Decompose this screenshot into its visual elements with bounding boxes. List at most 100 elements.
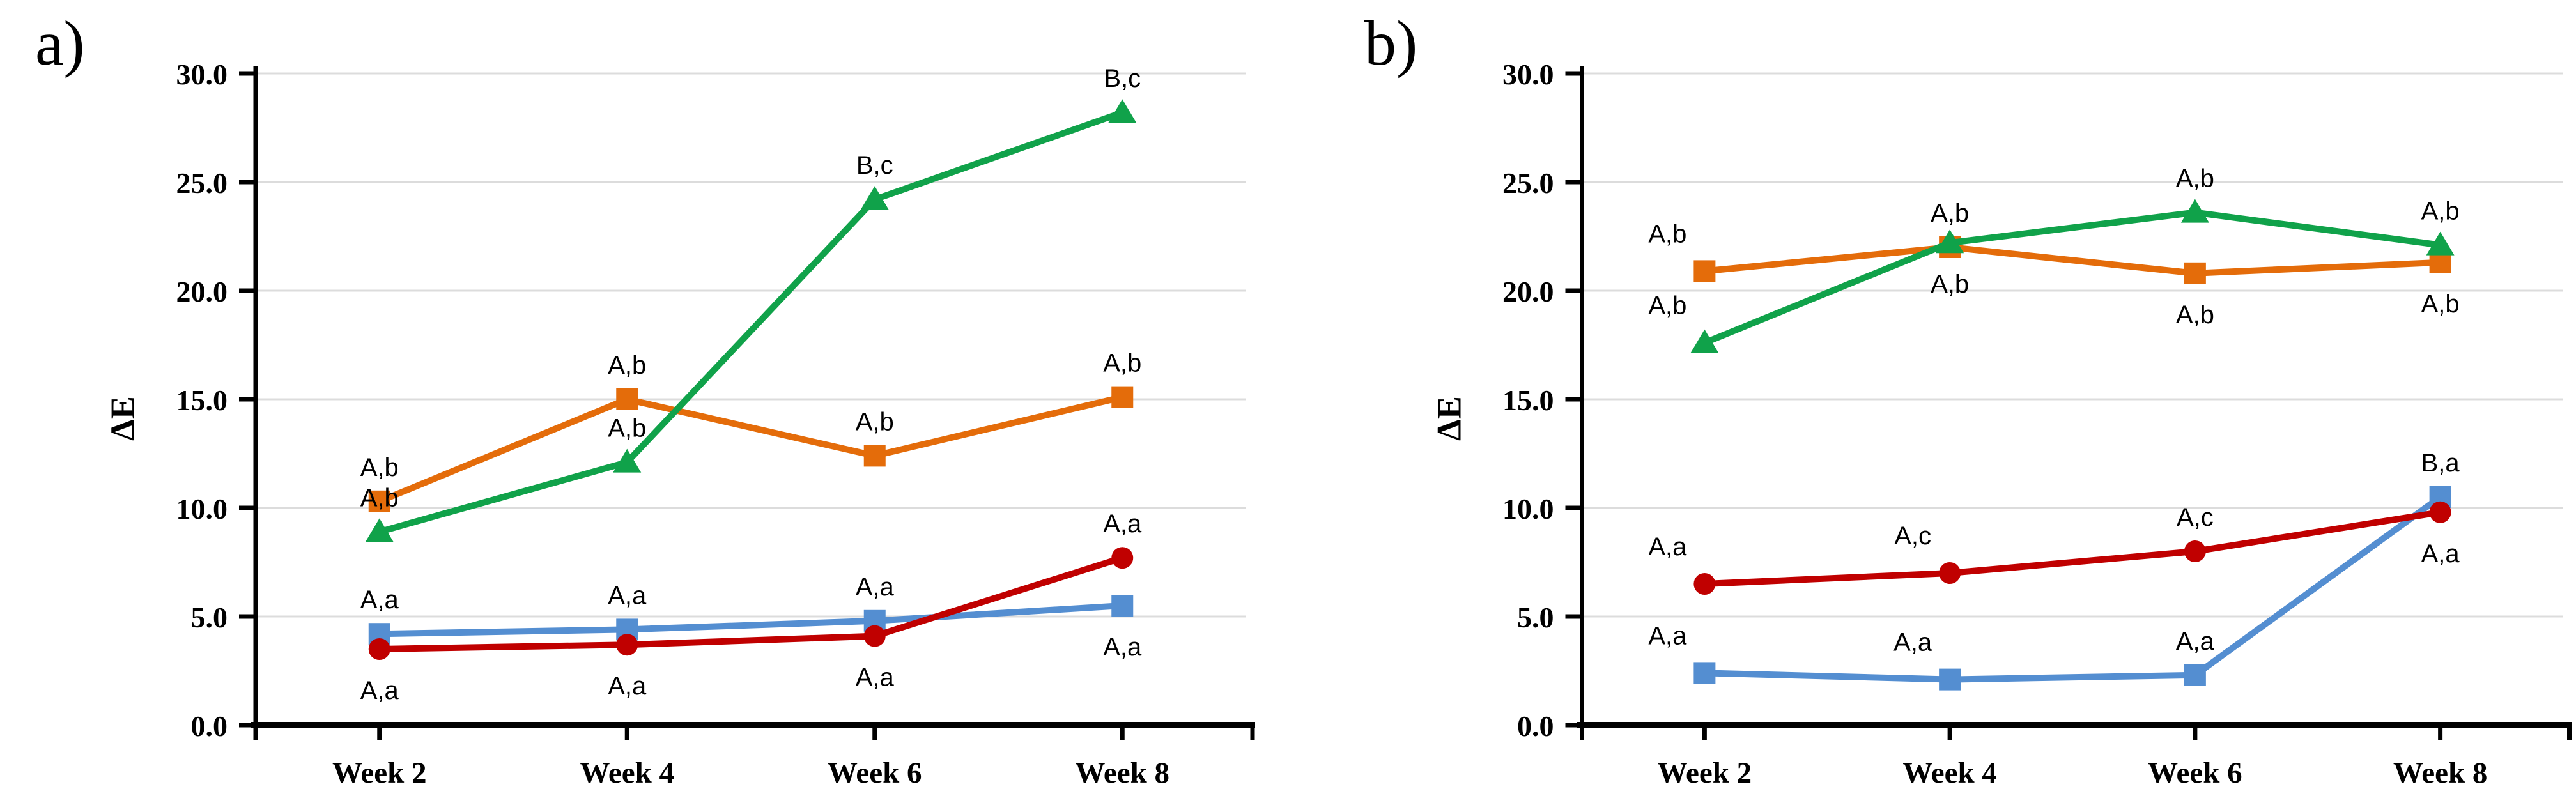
marker-circle <box>1939 562 1961 584</box>
series-orange-squares <box>368 386 1134 512</box>
y-tick-label: 0.0 <box>191 710 228 742</box>
point-label: A,b <box>360 484 399 512</box>
point-label: A,a <box>856 664 895 692</box>
series-green-triangles <box>365 99 1137 542</box>
marker-circle <box>1111 547 1134 569</box>
point-label: A,b <box>1648 292 1686 320</box>
point-label: A,a <box>608 672 647 700</box>
x-category-label: Week 6 <box>828 756 922 790</box>
point-label: A,b <box>1648 220 1686 248</box>
marker-triangle <box>860 186 889 210</box>
y-tick-labels: 0.0 5.0 10.0 15.0 20.0 25.0 30.0 <box>1502 58 1554 742</box>
series-orange-squares <box>1693 236 2451 284</box>
point-label: A,b <box>1931 270 1969 298</box>
point-label: A,a <box>2176 627 2215 655</box>
y-tick-label: 5.0 <box>191 601 228 634</box>
point-label: A,b <box>1931 199 1969 227</box>
point-label: A,c <box>2177 503 2214 532</box>
gridlines <box>256 72 1246 618</box>
point-labels: A,a A,a A,a B,a A,a A,c A,c A,a A,b A,b A,b A,b A,b A… <box>1648 165 2460 657</box>
x-category-label: Week 6 <box>2148 756 2242 790</box>
point-label: B,c <box>856 151 893 180</box>
point-label: B,c <box>1104 65 1141 93</box>
point-label: A,b <box>856 408 894 436</box>
point-label: B,a <box>2421 449 2460 477</box>
x-category-label: Week 8 <box>1075 756 1169 790</box>
x-category-label: Week 4 <box>580 756 674 790</box>
marker-triangle <box>1936 229 1964 254</box>
marker-triangle <box>1108 99 1137 123</box>
marker-circle <box>2184 540 2206 562</box>
x-category-labels: Week 2 Week 4 Week 6 Week 8 <box>1658 756 2488 790</box>
marker-square <box>863 445 886 467</box>
point-label: A,b <box>608 415 646 443</box>
point-label: A,a <box>2421 540 2460 568</box>
point-label: A,a <box>608 581 647 609</box>
marker-square <box>1939 668 1961 691</box>
marker-square <box>616 388 638 410</box>
y-tick-label: 5.0 <box>1517 601 1554 634</box>
series-red-circles <box>1693 501 2451 595</box>
y-tick-label: 20.0 <box>1502 275 1554 308</box>
x-category-label: Week 2 <box>1658 756 1752 790</box>
point-label: A,a <box>360 586 399 614</box>
y-axis-title: ΔE <box>1430 396 1469 441</box>
axes <box>239 66 1255 740</box>
point-label: A,a <box>1648 533 1687 561</box>
marker-circle <box>2429 501 2451 523</box>
point-label: A,a <box>1893 629 1932 657</box>
point-label: A,a <box>856 573 895 601</box>
marker-circle <box>616 634 638 656</box>
series-red-circles <box>368 547 1134 660</box>
marker-triangle <box>2180 199 2209 223</box>
y-tick-labels: 0.0 5.0 10.0 15.0 20.0 25.0 30.0 <box>176 58 228 742</box>
y-tick-label: 25.0 <box>1502 167 1554 199</box>
panel-b-label: b) <box>1364 8 1418 79</box>
point-label: A,c <box>1894 522 1931 550</box>
marker-circle <box>368 638 390 660</box>
y-tick-label: 30.0 <box>176 58 228 91</box>
marker-square <box>1693 260 1716 282</box>
series-blue-squares <box>1693 486 2451 691</box>
point-label: A,b <box>608 351 646 379</box>
point-label: A,a <box>1648 622 1687 650</box>
marker-square <box>2184 664 2206 686</box>
marker-triangle <box>2426 231 2455 256</box>
panel-a: a) 0.0 5.0 10.0 15.0 20.0 25.0 30.0 Week 2 Week … <box>35 8 1255 790</box>
panel-b: b) 0.0 5.0 10.0 15.0 20.0 25.0 30.0 Week 2 Week … <box>1288 0 2576 812</box>
y-tick-label: 15.0 <box>1502 384 1554 417</box>
marker-square <box>1111 595 1134 617</box>
marker-triangle <box>365 518 394 542</box>
series-green-triangles <box>1690 199 2455 353</box>
x-category-label: Week 8 <box>2393 756 2488 790</box>
point-label: A,a <box>1103 633 1142 661</box>
gridlines <box>1582 72 2563 618</box>
marker-triangle <box>613 448 642 473</box>
y-tick-label: 10.0 <box>176 493 228 525</box>
y-tick-label: 10.0 <box>1502 493 1554 525</box>
marker-circle <box>863 625 886 647</box>
point-label: A,b <box>2421 290 2460 318</box>
marker-square <box>1693 662 1716 684</box>
y-tick-label: 20.0 <box>176 275 228 308</box>
marker-circle <box>1693 573 1716 595</box>
point-labels: A,a A,a A,aA,aA,a A,a A,aA,aA,bA,bA,bA,bA,bA… <box>360 65 1142 705</box>
y-tick-label: 25.0 <box>176 167 228 199</box>
point-label: A,b <box>2176 301 2214 329</box>
marker-square <box>2184 262 2206 284</box>
panel-a-label: a) <box>35 8 85 79</box>
axes <box>1565 66 2572 740</box>
point-label: A,b <box>2176 165 2214 193</box>
y-tick-label: 30.0 <box>1502 58 1554 91</box>
x-category-label: Week 4 <box>1902 756 1997 790</box>
marker-triangle <box>1690 329 1719 353</box>
point-label: A,b <box>2421 197 2460 226</box>
y-tick-label: 15.0 <box>176 384 228 417</box>
y-tick-label: 0.0 <box>1517 710 1554 742</box>
y-axis-title: ΔE <box>104 396 142 441</box>
marker-square <box>368 490 390 512</box>
point-label: A,b <box>360 454 399 482</box>
